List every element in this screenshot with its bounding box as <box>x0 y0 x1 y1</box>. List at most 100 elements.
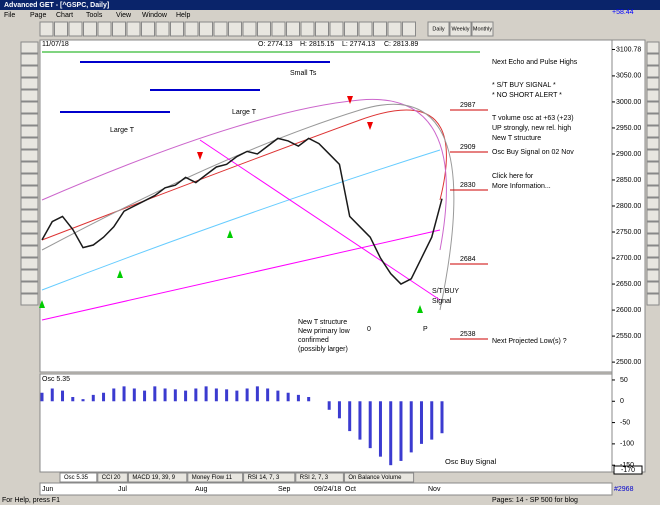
side-button[interactable] <box>20 173 39 186</box>
menu-item[interactable]: Help <box>176 12 191 19</box>
tab[interactable] <box>343 472 415 483</box>
tool-button[interactable] <box>344 21 358 37</box>
side-button[interactable] <box>20 137 39 150</box>
right-button[interactable] <box>646 41 660 54</box>
tab-label[interactable]: CCI 20 <box>102 475 121 481</box>
tab[interactable] <box>243 472 296 483</box>
tool-button[interactable] <box>329 21 344 37</box>
side-button[interactable] <box>20 185 39 198</box>
right-button[interactable] <box>646 221 660 234</box>
tool-button[interactable] <box>170 21 184 37</box>
tab[interactable] <box>127 472 188 483</box>
tool-button[interactable] <box>155 21 170 37</box>
right-button[interactable] <box>646 65 660 78</box>
tab-label[interactable]: RSI 14, 7, 3 <box>248 475 280 481</box>
side-button[interactable] <box>20 65 39 78</box>
side-button[interactable] <box>20 101 39 114</box>
side-button[interactable] <box>20 161 39 174</box>
tab[interactable] <box>295 472 344 483</box>
right-button[interactable] <box>646 209 660 222</box>
annotation[interactable]: Click here for <box>492 173 534 180</box>
tab[interactable] <box>59 472 98 483</box>
tool-button[interactable] <box>141 21 155 37</box>
side-button[interactable] <box>20 233 39 246</box>
side-button[interactable] <box>20 221 39 234</box>
tool-button[interactable] <box>300 21 315 37</box>
osc-bar <box>307 397 311 402</box>
side-button[interactable] <box>20 257 39 270</box>
menu-item[interactable]: Tools <box>86 12 103 19</box>
side-button[interactable] <box>20 293 39 306</box>
menu-item[interactable]: Window <box>142 12 168 19</box>
right-button[interactable] <box>646 101 660 114</box>
tool-button[interactable] <box>286 21 300 37</box>
period-button[interactable] <box>471 21 494 37</box>
tab[interactable] <box>97 472 128 483</box>
period-label[interactable]: Daily <box>432 26 444 32</box>
right-button[interactable] <box>646 137 660 150</box>
side-button[interactable] <box>20 197 39 210</box>
tool-button[interactable] <box>39 21 54 37</box>
right-button[interactable] <box>646 53 660 66</box>
tool-button[interactable] <box>199 21 213 37</box>
tool-button[interactable] <box>242 21 257 37</box>
right-button[interactable] <box>646 269 660 282</box>
tool-button[interactable] <box>271 21 286 37</box>
right-button[interactable] <box>646 293 660 306</box>
tab-label[interactable]: On Balance Volume <box>348 475 402 481</box>
tool-button[interactable] <box>126 21 141 37</box>
tab[interactable] <box>187 472 244 483</box>
tool-button[interactable] <box>184 21 199 37</box>
period-button[interactable] <box>449 21 472 37</box>
right-button[interactable] <box>646 173 660 186</box>
side-button[interactable] <box>20 113 39 126</box>
right-button[interactable] <box>646 125 660 138</box>
period-label[interactable]: Weekly <box>452 26 470 32</box>
side-button[interactable] <box>20 53 39 66</box>
tool-button[interactable] <box>83 21 97 37</box>
tool-button[interactable] <box>257 21 271 37</box>
tool-button[interactable] <box>54 21 68 37</box>
right-button[interactable] <box>646 113 660 126</box>
period-button[interactable] <box>427 21 450 37</box>
right-button[interactable] <box>646 149 660 162</box>
tab-label[interactable]: Money Flow 11 <box>192 475 233 481</box>
menu-item[interactable]: Chart <box>56 12 73 19</box>
right-button[interactable] <box>646 185 660 198</box>
tool-button[interactable] <box>373 21 387 37</box>
side-button[interactable] <box>20 281 39 294</box>
tool-button[interactable] <box>112 21 126 37</box>
right-button[interactable] <box>646 257 660 270</box>
right-button[interactable] <box>646 281 660 294</box>
right-button[interactable] <box>646 197 660 210</box>
tool-button[interactable] <box>97 21 112 37</box>
tool-button[interactable] <box>315 21 329 37</box>
tool-button[interactable] <box>358 21 373 37</box>
menu-item[interactable]: Page <box>30 12 46 19</box>
right-button[interactable] <box>646 161 660 174</box>
menu-item[interactable]: View <box>116 12 132 19</box>
side-button[interactable] <box>20 269 39 282</box>
side-button[interactable] <box>20 209 39 222</box>
tab-label[interactable]: MACD 19, 39, 9 <box>132 475 175 481</box>
menu-item[interactable]: File <box>4 12 15 19</box>
tool-button[interactable] <box>387 21 402 37</box>
right-button[interactable] <box>646 245 660 258</box>
tool-button[interactable] <box>213 21 228 37</box>
period-label[interactable]: Monthly <box>473 26 493 32</box>
tool-button[interactable] <box>68 21 83 37</box>
right-button[interactable] <box>646 233 660 246</box>
tool-button[interactable] <box>402 21 416 37</box>
side-button[interactable] <box>20 89 39 102</box>
side-button[interactable] <box>20 125 39 138</box>
side-button[interactable] <box>20 77 39 90</box>
side-button[interactable] <box>20 41 39 54</box>
side-button[interactable] <box>20 245 39 258</box>
tab-label[interactable]: RSI 2, 7, 3 <box>300 475 329 481</box>
tab-label[interactable]: Osc 5.35 <box>64 475 89 481</box>
annotation[interactable]: More Information... <box>492 183 551 190</box>
right-button[interactable] <box>646 89 660 102</box>
right-button[interactable] <box>646 77 660 90</box>
tool-button[interactable] <box>228 21 242 37</box>
side-button[interactable] <box>20 149 39 162</box>
